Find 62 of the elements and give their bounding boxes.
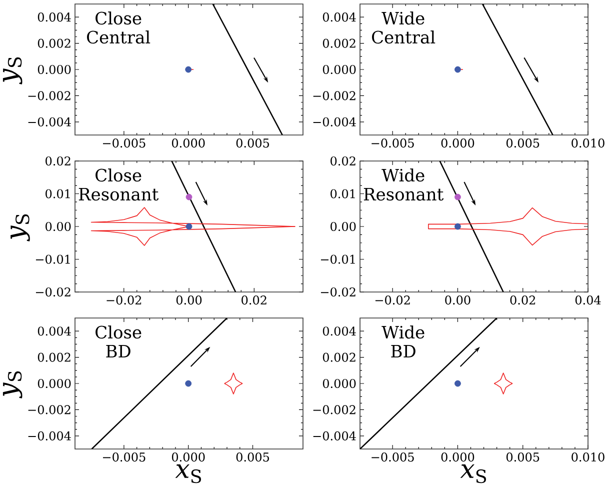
y-tick-label: −0.02 xyxy=(36,287,70,297)
y-tick-label: −0.004 xyxy=(313,431,356,440)
y-tick-label: 0.02 xyxy=(330,156,356,166)
y-tick-label: −0.004 xyxy=(28,431,71,440)
y-tick-label: 0.000 xyxy=(38,378,71,388)
y-tick-label: −0.002 xyxy=(313,405,356,414)
x-tick-label: 0.005 xyxy=(236,138,269,148)
y-tick-label: 0.002 xyxy=(322,352,356,362)
x-tick-label: 0.005 xyxy=(236,452,269,462)
x-tick-label: −0.005 xyxy=(372,138,414,148)
y-tick-label: 0.002 xyxy=(322,38,356,48)
y-tick-label: 0.000 xyxy=(322,378,356,388)
y-tick-label: 0.004 xyxy=(38,326,71,336)
x-tick-label: 0.04 xyxy=(575,296,601,305)
x-tick-label: 0.005 xyxy=(506,138,540,148)
x-tick-label: 0.005 xyxy=(506,452,540,462)
y-tick-label: 0.02 xyxy=(46,156,70,166)
annotation: Wide Resonant xyxy=(364,168,444,201)
y-tick-label: −0.01 xyxy=(36,254,70,264)
y-tick-label: 0.00 xyxy=(330,222,356,232)
annotation: Close Central xyxy=(87,11,150,44)
y-tick-label: 0.004 xyxy=(38,12,71,22)
x-tick-label: 0.02 xyxy=(242,296,266,305)
y-tick-label: −0.01 xyxy=(320,254,355,264)
y-axis-title: y$_{S}$ xyxy=(2,371,22,398)
x-axis-title: x$_{S}$ xyxy=(175,464,201,484)
y-tick-label: 0.01 xyxy=(46,189,70,198)
x-tick-label: −0.02 xyxy=(375,296,410,305)
x-tick-label: 0.000 xyxy=(172,452,205,462)
y-tick-label: −0.002 xyxy=(28,91,70,100)
annotation: Wide Central xyxy=(372,11,436,44)
x-tick-label: −0.005 xyxy=(372,452,414,462)
x-tick-label: 0.000 xyxy=(441,138,474,148)
y-tick-label: 0.01 xyxy=(330,189,355,198)
y-tick-label: 0.002 xyxy=(38,38,70,48)
y-tick-label: 0.004 xyxy=(322,12,356,22)
y-axis-title: y$_{S}$ xyxy=(2,57,22,84)
annotation: Wide BD xyxy=(382,325,424,358)
y-tick-label: 0.00 xyxy=(46,222,71,232)
y-tick-label: −0.004 xyxy=(28,117,71,126)
x-axis-title: x$_{S}$ xyxy=(460,464,486,484)
x-tick-label: −0.005 xyxy=(103,138,146,148)
annotation: Close BD xyxy=(96,325,142,358)
x-tick-label: −0.02 xyxy=(106,296,142,305)
y-tick-label: 0.004 xyxy=(322,326,356,336)
x-tick-label: 0.010 xyxy=(572,452,604,462)
x-tick-label: 0.000 xyxy=(441,452,474,462)
x-tick-label: 0.00 xyxy=(445,296,470,305)
x-tick-label: −0.005 xyxy=(103,452,146,462)
annotation: Close Resonant xyxy=(78,168,159,201)
y-tick-label: −0.002 xyxy=(28,405,70,414)
y-tick-label: −0.02 xyxy=(320,287,356,297)
x-tick-label: 0.010 xyxy=(572,138,604,148)
y-tick-label: 0.000 xyxy=(38,64,71,74)
x-tick-label: 0.02 xyxy=(510,296,536,305)
y-tick-label: 0.000 xyxy=(322,64,356,74)
y-tick-label: −0.002 xyxy=(313,91,356,100)
y-axis-title: y$_{S}$ xyxy=(10,214,30,242)
y-tick-label: −0.004 xyxy=(313,117,356,126)
x-tick-label: 0.00 xyxy=(176,296,202,305)
y-tick-label: 0.002 xyxy=(38,352,70,362)
x-tick-label: 0.000 xyxy=(172,138,205,148)
